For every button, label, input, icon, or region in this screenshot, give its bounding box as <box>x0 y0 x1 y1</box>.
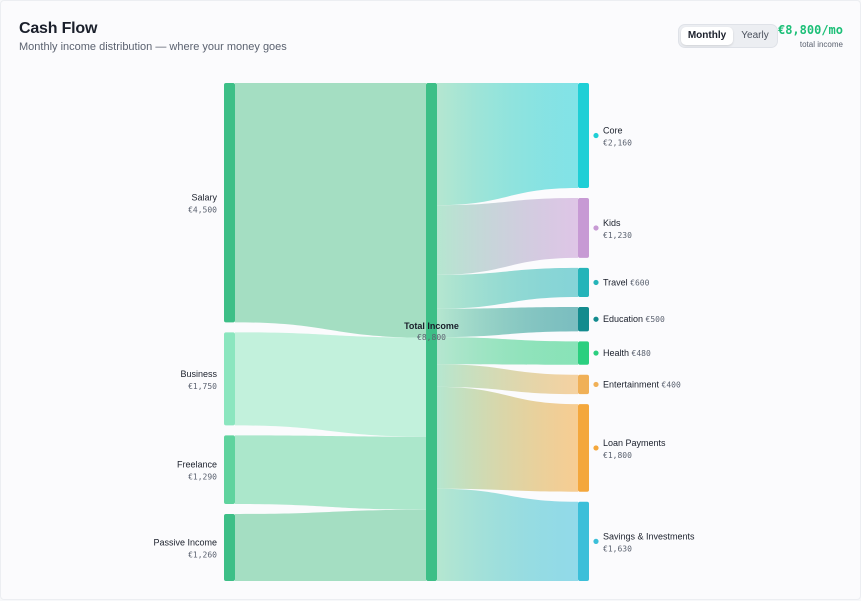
node-salary[interactable] <box>224 83 235 323</box>
label-savings-investments: Savings & Investments <box>603 531 695 541</box>
dot-loan-payments <box>593 445 599 451</box>
label-total-income: Total Income <box>404 321 459 331</box>
total-income-label: total income <box>799 40 843 49</box>
label-travel: Travel €600 <box>603 277 650 287</box>
label-kids: Kids <box>603 218 621 228</box>
flow-total-to-travel <box>437 267 578 309</box>
node-health[interactable] <box>578 341 589 365</box>
value-kids: €1,230 <box>603 231 632 240</box>
value-loan-payments: €1,800 <box>603 451 632 460</box>
flow-total-to-entertainment <box>437 364 578 395</box>
label-loan-payments: Loan Payments <box>603 438 666 448</box>
flow-passive-income-to-total <box>235 509 426 581</box>
node-loan-payments[interactable] <box>578 404 589 492</box>
period-toggle: Monthly Yearly <box>678 24 778 48</box>
node-total-income[interactable] <box>426 83 437 581</box>
sankey-nodes <box>224 83 599 581</box>
node-travel[interactable] <box>578 267 589 298</box>
value-business: €1,750 <box>188 382 217 391</box>
node-business[interactable] <box>224 332 235 426</box>
node-kids[interactable] <box>578 198 589 258</box>
label-core: Core <box>603 126 623 136</box>
value-salary: €4,500 <box>188 206 217 215</box>
dot-travel <box>593 279 599 286</box>
expense-flows <box>437 83 578 581</box>
total-income-value: €8,800/mo <box>777 23 843 37</box>
node-freelance[interactable] <box>224 435 235 504</box>
node-entertainment[interactable] <box>578 374 589 395</box>
label-education: Education €500 <box>603 314 665 324</box>
flow-total-to-kids <box>437 198 578 275</box>
flow-salary-to-total <box>235 83 426 338</box>
dot-kids <box>593 225 599 231</box>
flow-total-to-education <box>437 307 578 338</box>
node-savings-investments[interactable] <box>578 501 589 581</box>
value-passive-income: €1,260 <box>188 550 217 559</box>
label-salary: Salary <box>191 193 217 203</box>
total-income-summary: €8,800/mo total income <box>778 23 843 49</box>
dot-health <box>593 350 599 356</box>
monthly-toggle-button[interactable]: Monthly <box>681 27 733 45</box>
label-passive-income: Passive Income <box>153 537 217 547</box>
dot-education <box>593 316 599 322</box>
page-subtitle: Monthly income distribution — where your… <box>19 41 287 53</box>
label-entertainment: Entertainment €400 <box>603 379 681 389</box>
flow-total-to-loan-payments <box>437 386 578 492</box>
flow-total-to-savings-investments <box>437 488 578 581</box>
flow-total-to-core <box>437 83 578 206</box>
sankey-labels: Salary €4,500 Business €1,750 Freelance €1,29… <box>153 126 695 560</box>
node-passive-income[interactable] <box>224 513 235 581</box>
dot-entertainment <box>593 381 599 388</box>
value-freelance: €1,290 <box>188 473 217 482</box>
flow-business-to-total <box>235 332 426 437</box>
node-education[interactable] <box>578 307 589 332</box>
flow-freelance-to-total <box>235 435 426 510</box>
dot-core <box>593 132 599 139</box>
label-freelance: Freelance <box>177 460 217 470</box>
yearly-toggle-button[interactable]: Yearly <box>741 30 769 41</box>
value-total-income: €8,800 <box>417 333 446 342</box>
page-title: Cash Flow <box>19 20 98 37</box>
value-savings-investments: €1,630 <box>603 544 632 553</box>
flow-total-to-health <box>437 337 578 365</box>
income-flows <box>235 83 426 581</box>
dot-savings-investments <box>593 538 599 544</box>
label-health: Health €480 <box>603 348 651 358</box>
label-business: Business <box>180 369 217 379</box>
node-core[interactable] <box>578 83 589 189</box>
value-core: €2,160 <box>603 139 632 148</box>
